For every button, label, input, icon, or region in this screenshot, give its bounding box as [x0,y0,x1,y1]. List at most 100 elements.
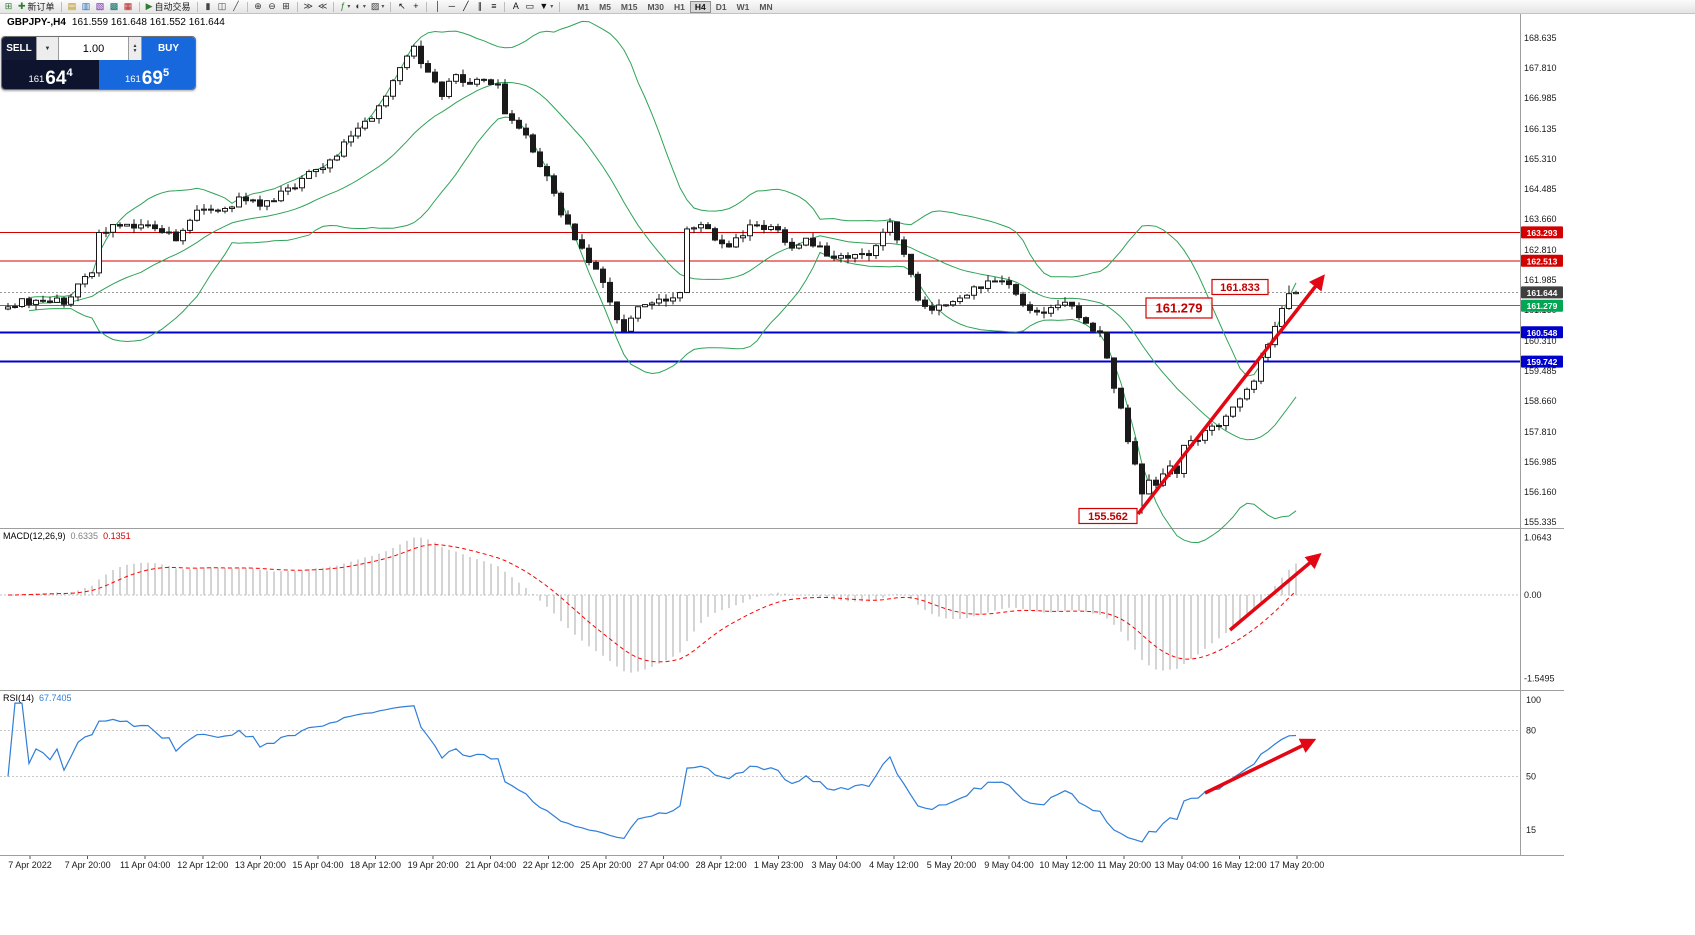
periods-icon: ◐ [355,1,361,11]
text-label-icon[interactable]: ▭ [523,1,536,13]
timeframe-m30[interactable]: M30 [642,1,669,13]
svg-text:28 Apr 12:00: 28 Apr 12:00 [696,860,747,870]
toolbar-separator [296,1,298,12]
svg-text:21 Apr 04:00: 21 Apr 04:00 [465,860,516,870]
cursor-icon[interactable]: ↖ [395,1,408,13]
new-order-button[interactable]: ✚ 新订单 [16,1,57,13]
arrows-icon: ▼ [539,1,549,11]
ask-pip-digit: 5 [162,67,170,79]
crosshair-icon: + [413,1,419,11]
navigator-icon[interactable]: ▧ [94,1,107,13]
volume-stepper[interactable]: ▲ ▼ [128,37,141,60]
line-chart-icon: ╱ [233,1,239,11]
auto-trading-button[interactable]: ▶ 自动交易 [144,1,193,13]
svg-text:163.293: 163.293 [1527,228,1558,238]
svg-text:167.810: 167.810 [1524,63,1557,73]
timeframe-d1[interactable]: D1 [711,1,732,13]
sell-button[interactable]: SELL [2,37,36,60]
auto-scroll-icon[interactable]: ≫ [302,1,315,13]
vertical-line-icon: │ [435,1,441,11]
channel-icon[interactable]: ∥ [473,1,486,13]
data-window-icon: ▥ [81,1,91,11]
price-axis[interactable]: 168.635 167.810 166.985 166.135 165.310 164.4… [1524,33,1557,527]
buy-button[interactable]: BUY [141,37,195,60]
candlestick-series [5,40,1299,514]
zoom-out-icon[interactable]: ⊖ [266,1,279,13]
chevron-down-icon: ▾ [362,4,366,10]
chart-frame [0,14,1564,856]
timeframe-m1[interactable]: M1 [572,1,594,13]
zoom-in-icon[interactable]: ⊕ [252,1,265,13]
fibonacci-icon[interactable]: ≡ [487,1,500,13]
strategy-tester-icon[interactable]: ▦ [122,1,135,13]
auto-trading-button-label: 自动交易 [154,2,191,12]
timeframe-mn[interactable]: MN [754,1,777,13]
horizontal-line-icon: ─ [448,1,456,11]
timeframe-h1[interactable]: H1 [669,1,690,13]
timeframe-w1[interactable]: W1 [732,1,755,13]
vertical-line-icon[interactable]: │ [431,1,444,13]
price-badges: 163.293 162.513 161.279 160.548 159.742 161.6… [1521,226,1563,368]
ask-prefix: 161 [124,74,141,85]
horizontal-line-icon[interactable]: ─ [445,1,458,13]
volume-dropdown[interactable]: ▼ [36,37,58,60]
svg-text:25 Apr 20:00: 25 Apr 20:00 [580,860,631,870]
stepper-down-icon: ▼ [132,47,138,54]
templates-icon[interactable]: ▨ ▾ [369,1,387,13]
toolbar-separator [559,1,561,12]
bollinger-bands [28,20,1297,544]
data-window-icon[interactable]: ▥ [80,1,93,13]
svg-text:161.279: 161.279 [1527,301,1558,311]
strategy-tester-icon: ▦ [123,1,133,11]
main-toolbar: ⊞ ✚ 新订单 ▤ ▥ ▧ ▩ ▦ ▶ 自动交易 ▮ ◫ ╱ ⊕ ⊖ ⊞ ≫ ≪ ƒ ▾ ◐ ▾ ▨ ▾ ↖ + │ ─ ╱ ∥ ≡ A ▭ ▼ ▾… [0,0,1695,14]
svg-text:15 Apr 04:00: 15 Apr 04:00 [292,860,343,870]
auto-trading-button-icon: ▶ [145,1,153,11]
zoom-in-icon: ⊕ [254,1,262,11]
toolbar-separator [426,1,428,12]
new-order-button-label: 新订单 [27,2,55,12]
svg-text:1.0643: 1.0643 [1524,533,1552,543]
bid-price[interactable]: 161 64 4 [2,60,99,89]
tile-windows-icon[interactable]: ⊞ [280,1,293,13]
bar-chart-icon[interactable]: ▮ [202,1,215,13]
line-chart-icon[interactable]: ╱ [230,1,243,13]
arrows-icon[interactable]: ▼ ▾ [537,1,555,13]
timeframe-h4[interactable]: H4 [689,0,711,13]
price-levels[interactable] [0,231,1520,363]
trendline-icon[interactable]: ╱ [459,1,472,13]
chart-shift-icon[interactable]: ≪ [316,1,329,13]
toolbar-separator [246,1,248,12]
svg-text:162.810: 162.810 [1524,245,1557,255]
periods-icon[interactable]: ◐ ▾ [353,1,367,13]
crosshair-icon[interactable]: + [409,1,422,13]
timeframe-m5[interactable]: M5 [594,1,616,13]
svg-text:19 Apr 20:00: 19 Apr 20:00 [408,860,459,870]
channel-icon: ∥ [477,1,483,11]
ask-price[interactable]: 161 69 5 [99,60,195,89]
svg-text:50: 50 [1526,772,1536,782]
new-chart-icon: ⊞ [4,1,13,11]
timeframe-m15[interactable]: M15 [616,1,643,13]
svg-text:9 May 04:00: 9 May 04:00 [984,860,1034,870]
text-icon[interactable]: A [509,1,522,13]
svg-text:15: 15 [1526,825,1536,835]
svg-text:159.742: 159.742 [1527,357,1558,367]
macd-title: MACD(12,26,9) [3,531,66,541]
volume-input[interactable] [58,37,128,60]
svg-text:161.279: 161.279 [1156,301,1203,316]
market-watch-icon[interactable]: ▤ [66,1,79,13]
candlestick-chart-icon[interactable]: ◫ [216,1,229,13]
svg-text:155.562: 155.562 [1088,511,1128,523]
time-axis[interactable]: 7 Apr 2022 7 Apr 20:00 11 Apr 04:00 12 Apr … [8,856,1324,870]
bid-big-digits: 64 [45,68,67,89]
terminal-icon[interactable]: ▩ [108,1,121,13]
indicators-icon[interactable]: ƒ ▾ [338,1,352,13]
tile-windows-icon: ⊞ [282,1,290,11]
chart-shift-icon: ≪ [317,1,328,11]
candlestick-chart-icon: ◫ [217,1,227,11]
new-chart-icon[interactable]: ⊞ [2,1,15,13]
svg-text:4 May 12:00: 4 May 12:00 [869,860,919,870]
navigator-icon: ▧ [95,1,105,11]
svg-text:155.335: 155.335 [1524,517,1557,527]
